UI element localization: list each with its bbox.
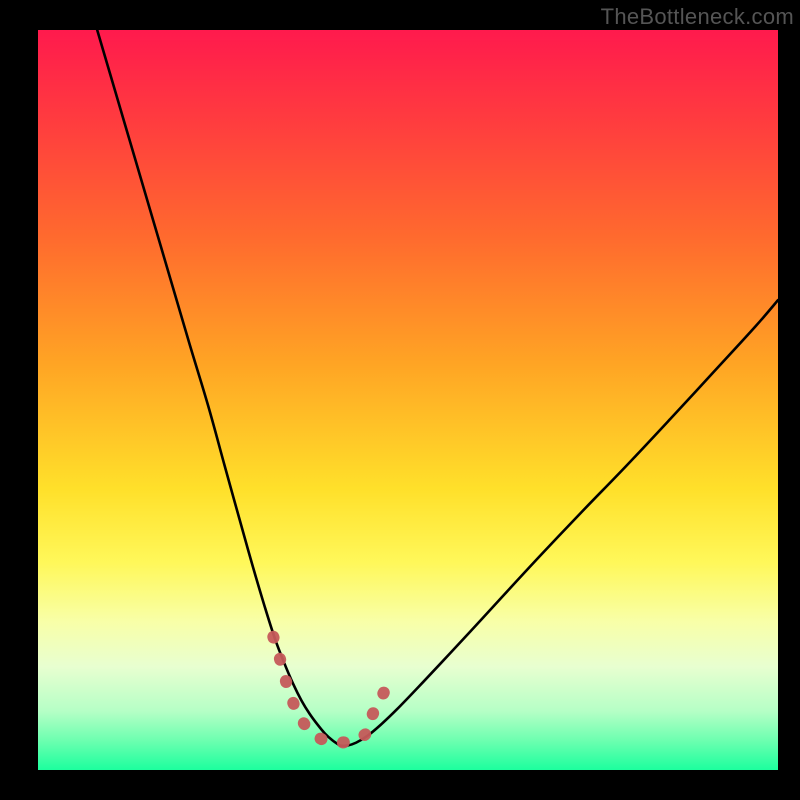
gradient-background bbox=[38, 30, 778, 770]
plot-area bbox=[38, 30, 778, 770]
watermark-text: TheBottleneck.com bbox=[601, 4, 794, 30]
plot-svg bbox=[38, 30, 778, 770]
chart-container: TheBottleneck.com bbox=[0, 0, 800, 800]
